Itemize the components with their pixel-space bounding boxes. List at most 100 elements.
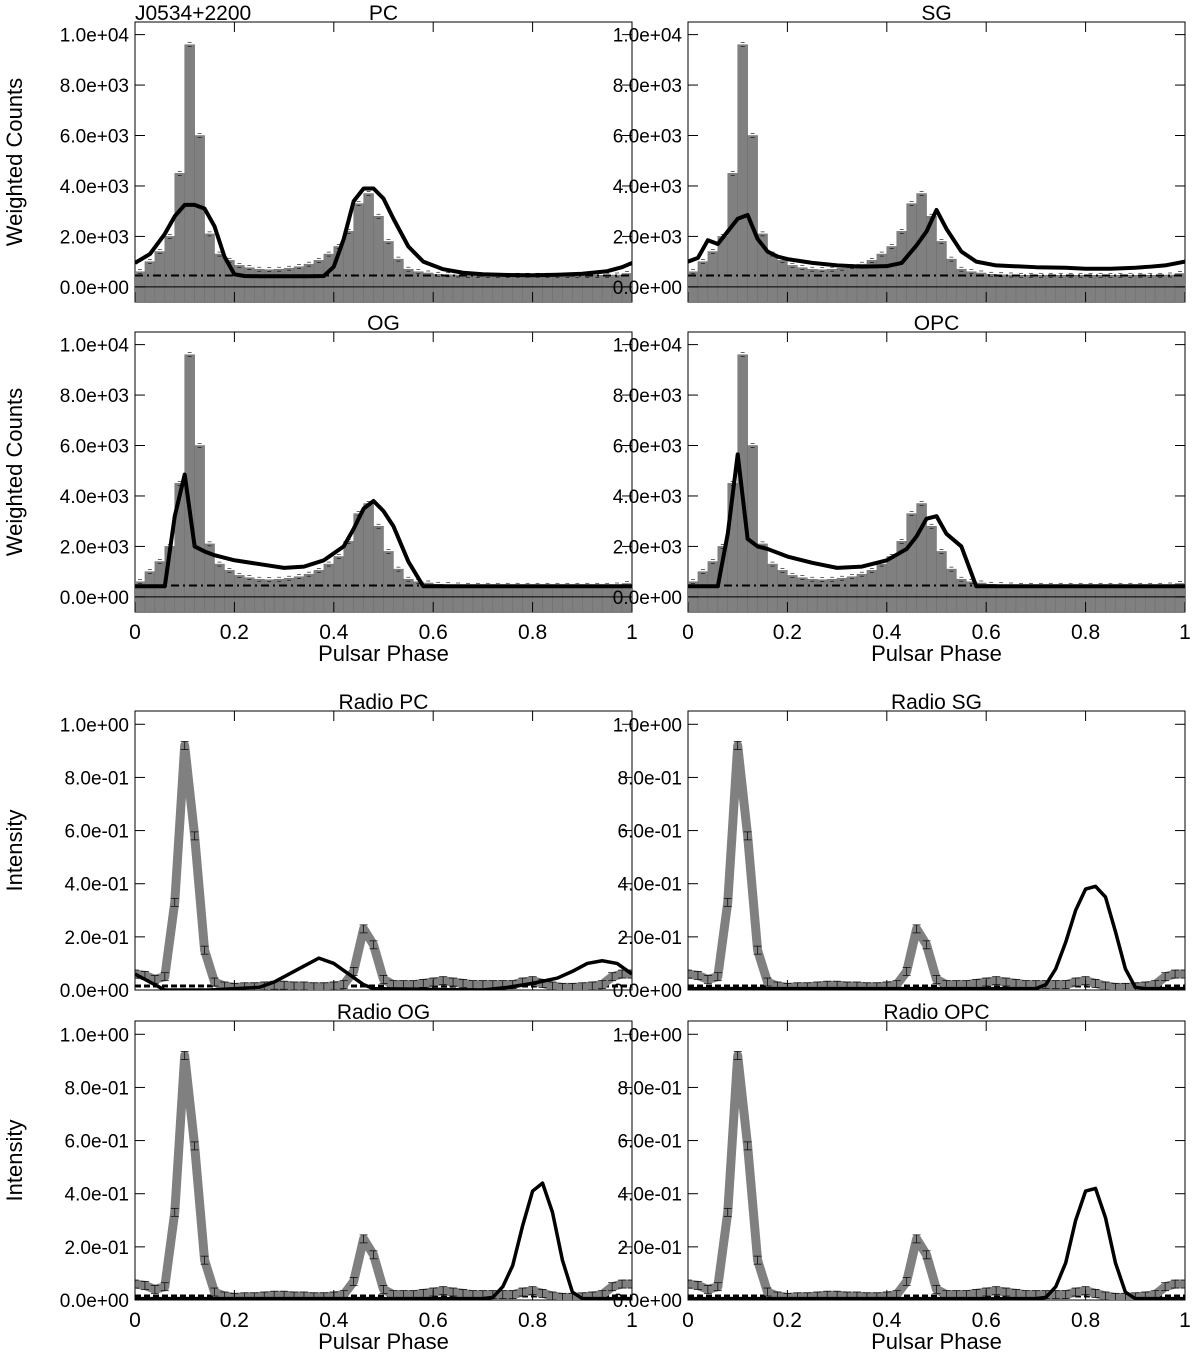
y-tick-label: 8.0e-01 xyxy=(65,768,129,789)
histogram-bar xyxy=(1115,275,1126,302)
histogram-bar xyxy=(254,578,265,612)
histogram-bar xyxy=(956,578,967,612)
model-curve xyxy=(688,207,1185,271)
histogram-bar xyxy=(1154,585,1166,612)
x-tick-label: 0.2 xyxy=(773,1309,802,1332)
y-axis-label: Intensity xyxy=(2,1120,27,1202)
panel-title: SG xyxy=(921,2,951,25)
histogram-bar xyxy=(1055,275,1066,302)
radio-profile-line xyxy=(135,741,632,990)
panel-gamma-pc: 0.0e+00 2.0e+03 4.0e+03 6.0e+03 8.0e+03 1.0e+… xyxy=(2,2,633,303)
histogram-bar xyxy=(343,541,354,612)
x-tick-label: 0.6 xyxy=(419,1309,448,1332)
histogram-bar xyxy=(591,275,603,302)
y-tick-label: 0.0e+00 xyxy=(613,1291,682,1312)
panel-radio-og: 0.0e+00 2.0e-01 4.0e-01 6.0e-01 8.0e-01 1.0e+… xyxy=(2,1001,638,1354)
panel-gamma-opc: 0.0e+00 2.0e+03 4.0e+03 6.0e+03 8.0e+03 1.0e+… xyxy=(613,312,1191,666)
model-curve xyxy=(135,472,632,589)
x-tick-label: 1 xyxy=(1179,1309,1191,1332)
histogram-bar xyxy=(1135,585,1146,612)
x-tick-label: 0.2 xyxy=(220,1309,249,1332)
model-curve xyxy=(688,452,1185,589)
radio-profile-line xyxy=(688,741,1185,990)
histogram-bar xyxy=(273,578,285,612)
histogram-bar xyxy=(1005,584,1017,612)
x-tick-label: 0.2 xyxy=(220,621,249,644)
y-tick-label: 8.0e+03 xyxy=(613,386,682,407)
y-tick-label: 6.0e+03 xyxy=(613,437,682,458)
y-tick-label: 6.0e-01 xyxy=(65,1132,129,1153)
model-curve xyxy=(135,186,632,279)
histogram-bar xyxy=(1085,585,1096,612)
y-tick-label: 8.0e+03 xyxy=(613,76,682,97)
y-tick-label: 2.0e-01 xyxy=(618,1238,682,1259)
histogram-bar xyxy=(234,575,245,612)
plot-area xyxy=(688,1051,1185,1300)
histogram-bar xyxy=(807,268,818,302)
histogram-bar xyxy=(293,266,305,302)
histogram-bar xyxy=(1095,275,1106,302)
histogram-bar xyxy=(1035,585,1047,612)
histogram-bar xyxy=(522,275,533,302)
panel-title: OPC xyxy=(914,312,960,335)
histogram-bar xyxy=(807,578,818,612)
y-tick-label: 0.0e+00 xyxy=(60,981,129,1002)
y-tick-label: 6.0e-01 xyxy=(65,822,129,843)
x-tick-label: 0.8 xyxy=(518,1309,547,1332)
histogram-bar xyxy=(562,275,573,302)
histogram-bar xyxy=(194,135,205,302)
x-tick-label: 0.4 xyxy=(319,1309,349,1332)
histogram-bar xyxy=(432,584,444,612)
histogram-bar xyxy=(492,275,504,302)
histogram-bar xyxy=(826,268,838,302)
panel-radio-sg: 0.0e+00 2.0e-01 4.0e-01 6.0e-01 8.0e-01 1.0e+… xyxy=(613,691,1186,1002)
histogram-bar xyxy=(492,585,504,612)
radio-profile-line xyxy=(688,1051,1185,1300)
histogram-bar xyxy=(1115,585,1126,612)
histogram-bar xyxy=(582,585,593,612)
model-curve xyxy=(688,1186,1185,1300)
histogram-bar xyxy=(767,563,778,612)
x-tick-label: 0.8 xyxy=(1071,1309,1100,1332)
histogram-bar xyxy=(896,231,907,302)
histogram-bar xyxy=(846,576,858,612)
plot-area xyxy=(135,1051,632,1300)
panel-gamma-og: 0.0e+00 2.0e+03 4.0e+03 6.0e+03 8.0e+03 1.0e+… xyxy=(2,312,638,666)
histogram-bar xyxy=(303,263,315,302)
histogram-bar xyxy=(946,258,957,302)
model-curve xyxy=(688,884,1185,990)
histogram-bar xyxy=(995,274,1007,302)
y-axis-label: Weighted Counts xyxy=(2,78,27,246)
plot-area xyxy=(688,352,1185,612)
histogram-bar xyxy=(1015,585,1027,612)
y-tick-label: 4.0e+03 xyxy=(60,177,129,198)
model-curve xyxy=(135,1181,632,1300)
x-axis-label: Pulsar Phase xyxy=(871,641,1002,666)
histogram-bar xyxy=(313,260,325,302)
histogram-bar xyxy=(697,571,709,612)
histogram-bar xyxy=(1105,275,1116,302)
y-tick-label: 0.0e+00 xyxy=(60,278,129,299)
histogram-bar xyxy=(423,272,434,302)
histogram-bar xyxy=(1164,274,1176,302)
histogram-bar xyxy=(856,573,868,612)
histogram-bar xyxy=(373,215,384,302)
histogram-bar xyxy=(1005,274,1017,302)
y-tick-label: 1.0e+00 xyxy=(613,715,682,736)
axes-frame xyxy=(134,1020,633,1301)
histogram-bar xyxy=(985,274,997,302)
histogram-bar xyxy=(846,266,858,302)
histogram-bar xyxy=(482,275,494,302)
y-tick-label: 2.0e+03 xyxy=(60,227,129,248)
histogram-bar xyxy=(797,267,808,302)
panel-title: Radio PC xyxy=(339,691,429,714)
axes-frame xyxy=(134,710,633,991)
x-tick-label: 0.6 xyxy=(972,1309,1001,1332)
histogram-bar xyxy=(333,556,344,612)
histogram-bar xyxy=(373,525,384,612)
histogram-bar xyxy=(174,173,185,302)
y-tick-label: 4.0e-01 xyxy=(618,875,682,896)
histogram-bar xyxy=(254,268,265,302)
histogram-bar xyxy=(462,275,474,302)
